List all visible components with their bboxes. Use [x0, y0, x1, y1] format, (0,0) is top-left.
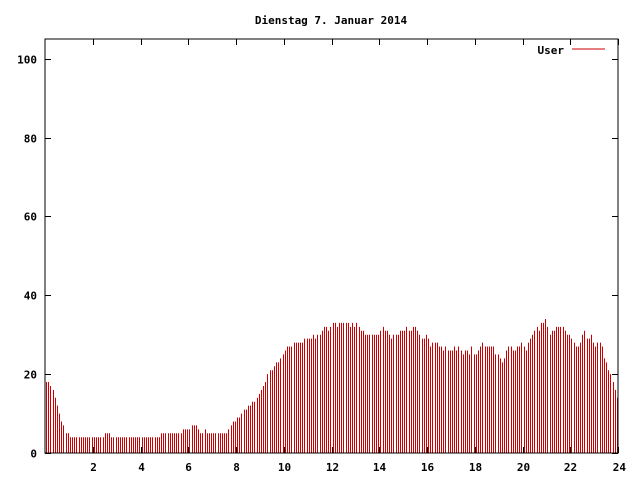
- y-tick-label: 60: [24, 211, 37, 224]
- bar-series: [46, 318, 618, 453]
- x-tick-label: 4: [138, 461, 145, 474]
- legend: User: [538, 44, 605, 57]
- x-tick-label: 20: [517, 461, 530, 474]
- x-tick-label: 14: [373, 461, 387, 474]
- x-tick-label: 6: [185, 461, 192, 474]
- x-tick-label: 2: [90, 461, 97, 474]
- x-tick-label: 24: [613, 461, 627, 474]
- y-tick-label: 20: [24, 369, 37, 382]
- y-tick-label: 0: [30, 448, 37, 461]
- y-tick-label: 80: [24, 133, 37, 146]
- x-tick-label: 10: [278, 461, 291, 474]
- x-tick-label: 18: [469, 461, 482, 474]
- x-tick-label: 22: [564, 461, 577, 474]
- x-tick-label: 12: [326, 461, 339, 474]
- y-tick-label: 40: [24, 290, 37, 303]
- chart-title: Dienstag 7. Januar 2014: [255, 14, 408, 27]
- x-tick-label: 16: [421, 461, 435, 474]
- x-tick-label: 8: [233, 461, 240, 474]
- y-tick-label: 100: [17, 54, 37, 67]
- plot-border: [44, 38, 619, 454]
- legend-label: User: [538, 44, 565, 57]
